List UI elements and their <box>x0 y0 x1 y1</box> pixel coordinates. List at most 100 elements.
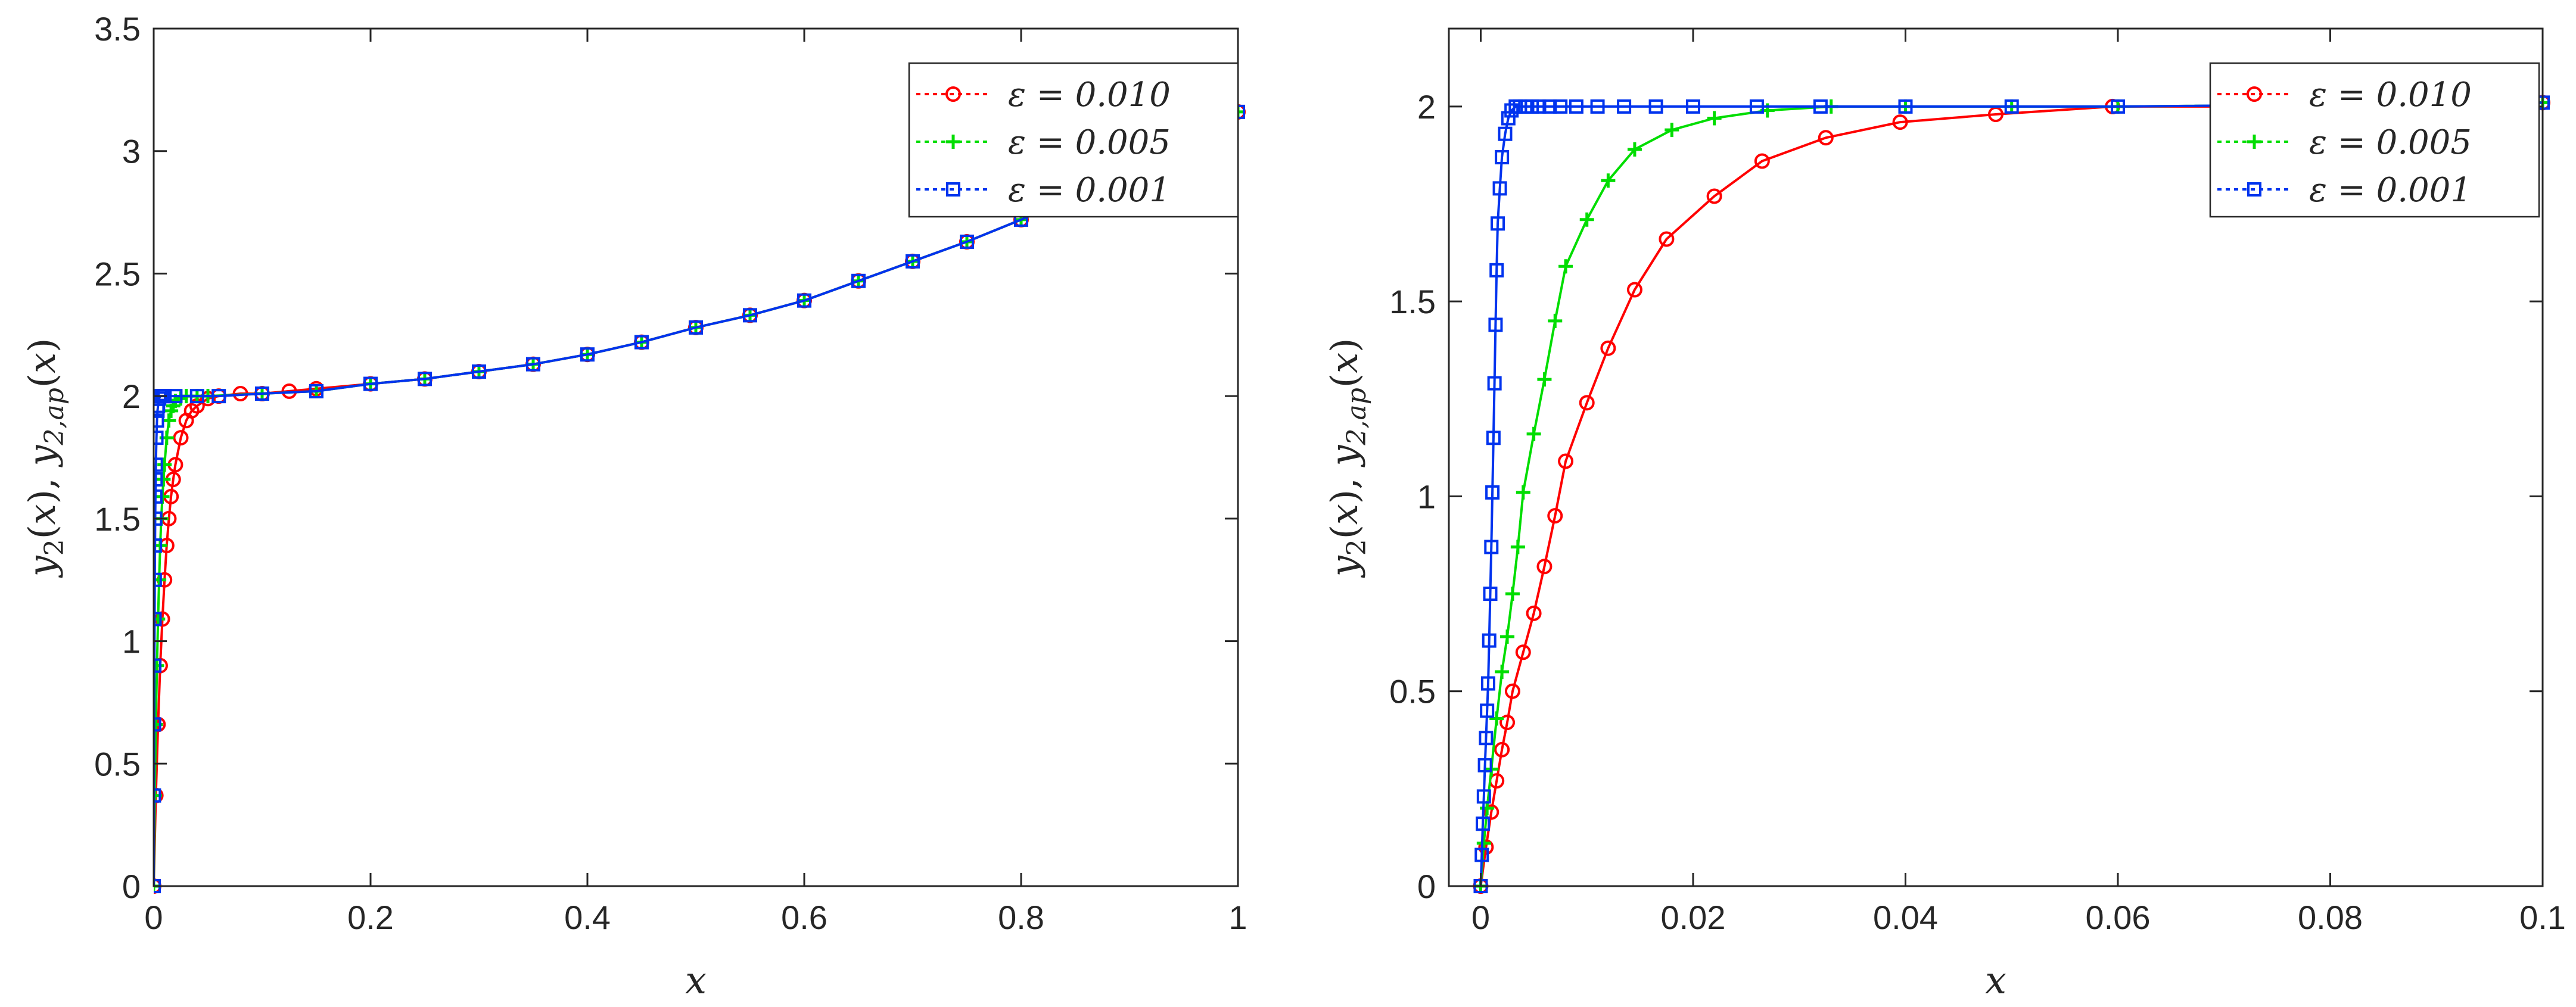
right-series-2-point <box>1542 99 1557 114</box>
right-x-axis-label: x <box>1985 959 2006 1003</box>
right-y-tick-label: 0.5 <box>1389 673 1436 710</box>
left-x-tick-label: 0.8 <box>998 899 1044 936</box>
left-x-tick-label: 1 <box>1228 899 1247 936</box>
right-series-2-point <box>1490 216 1505 231</box>
left-series-2-point <box>154 413 164 428</box>
right-legend-entry-0: ε = 0.010 <box>2217 76 2472 114</box>
right-series-2-point <box>1525 99 1539 114</box>
right-series-0-point <box>1818 130 1834 146</box>
left-legend-label-1: ε = 0.005 <box>1008 123 1171 162</box>
right-series-0-point <box>1515 644 1531 660</box>
right-series-1-point <box>1627 142 1642 157</box>
right-series-1-point <box>1526 426 1541 441</box>
right-series-0-point <box>1892 114 1908 130</box>
right-series-2-point <box>1495 150 1510 164</box>
right-series-2-point <box>1498 126 1513 141</box>
right-series-0-point <box>1579 395 1595 411</box>
right-series-2-point <box>1569 99 1583 114</box>
right-y-axis-label: y2(x), y2,ap(x) <box>1323 338 1372 579</box>
left-series-2-point <box>851 273 866 288</box>
right-x-tick-label: 0.06 <box>2085 899 2150 936</box>
left-y-axis-label-text: y2(x), y2,ap(x) <box>20 338 70 579</box>
left-series-2-point <box>309 384 323 398</box>
right-x-tick-label: 0 <box>1471 899 1490 936</box>
right-series-2-point <box>1488 317 1503 332</box>
left-tick-layer: 0 0.2 0.4 0.6 0.8 1 0 0.5 1 1.5 2 2.5 3 3.5 <box>94 10 1247 936</box>
left-x-axis-label: x <box>685 959 707 1003</box>
right-series-2-point <box>1486 431 1501 445</box>
left-series-2-point <box>255 386 269 401</box>
left-chart-panel: 0 0.2 0.4 0.6 0.8 1 0 0.5 1 1.5 2 2.5 3 3.5 x y2(x), … <box>20 10 1247 1003</box>
left-series-2-point <box>154 431 164 445</box>
right-series-2-point <box>1492 181 1507 196</box>
right-series-2-point <box>1484 540 1499 554</box>
right-series-0-point <box>1626 282 1642 298</box>
left-series-2-point <box>472 364 486 379</box>
right-series-layer <box>1473 95 2550 894</box>
right-legend-marker-0 <box>2247 86 2262 102</box>
right-legend-marker-2 <box>2247 182 2261 197</box>
right-chart-panel: 0 0.02 0.04 0.06 0.08 0.1 0 0.5 1 1.5 2 x y2(x), y… <box>1323 27 2566 1003</box>
right-series-2-point <box>1898 99 1913 114</box>
right-y-tick-label: 1 <box>1417 478 1436 515</box>
right-series-1-point <box>1707 111 1722 126</box>
right-legend: ε = 0.010 ε = 0.005 ε = 0.001 <box>2209 62 2540 218</box>
left-series-2-point <box>797 293 811 308</box>
left-series-1-point <box>156 472 171 487</box>
left-series-2-point <box>634 335 649 350</box>
right-series-0-point <box>1494 741 1510 757</box>
left-x-tick-label: 0.2 <box>347 899 394 936</box>
right-series-0-point <box>1499 715 1516 731</box>
right-legend-label-1: ε = 0.005 <box>2309 123 2472 162</box>
right-x-tick-label: 0.04 <box>1873 899 1938 936</box>
right-series-1-point <box>1495 665 1510 679</box>
left-x-tick-label: 0.6 <box>781 899 827 936</box>
right-series-2-point <box>1474 847 1489 862</box>
right-series-0-point <box>1659 231 1675 247</box>
right-series-0-point <box>1536 559 1553 575</box>
right-series-2-point <box>1685 99 1700 114</box>
right-series-1-point <box>1489 711 1504 726</box>
right-series-2-point <box>1749 99 1764 114</box>
right-series-line-2 <box>1479 101 2543 887</box>
right-series-2-point <box>1501 111 1516 126</box>
left-y-tick-label: 0 <box>122 868 141 905</box>
left-series-2-point <box>168 389 183 404</box>
right-series-2-point <box>1553 99 1568 114</box>
right-plot-frame <box>1448 27 2544 887</box>
right-x-tick-label: 0.08 <box>2298 899 2363 936</box>
right-legend-entry-1: ε = 0.005 <box>2217 123 2472 162</box>
right-legend-box <box>2209 62 2540 218</box>
right-legend-label-0: ε = 0.010 <box>2309 76 2472 114</box>
right-y-tick-label: 1.5 <box>1389 283 1436 320</box>
right-series-1-point <box>1548 313 1563 328</box>
right-series-0-point <box>1558 453 1574 469</box>
right-series-2-point <box>1813 99 1828 114</box>
right-series-1-point <box>1505 587 1520 601</box>
left-series-2-point <box>743 308 757 323</box>
left-series-line-2 <box>154 111 1239 887</box>
right-y-tick-label: 0 <box>1417 868 1436 905</box>
left-x-tick-label: 0.4 <box>564 899 611 936</box>
right-series-0-point <box>1478 839 1494 855</box>
left-series-2-point <box>526 357 540 372</box>
right-series-2-point <box>1485 485 1500 500</box>
right-series-1-point <box>1510 540 1525 554</box>
left-series-1-point <box>157 457 172 472</box>
right-series-0-point <box>1706 188 1722 204</box>
right-series-2 <box>1473 95 2550 893</box>
right-series-2-point <box>1480 676 1495 691</box>
left-series-2-point <box>418 372 432 386</box>
right-series-2-point <box>2004 99 2019 114</box>
left-legend-marker-2 <box>946 182 960 197</box>
left-series-2-point <box>363 376 378 391</box>
left-series-2-point <box>211 389 226 404</box>
left-y-tick-label: 3.5 <box>94 10 141 48</box>
right-series-1-point <box>1665 123 1679 138</box>
left-series-0-point <box>173 430 189 446</box>
right-series-line-0 <box>1479 101 2543 887</box>
right-series-1-point <box>1500 629 1515 644</box>
left-series-2-point <box>906 254 920 269</box>
right-tick-layer: 0 0.02 0.04 0.06 0.08 0.1 0 0.5 1 1.5 2 <box>1389 29 2566 936</box>
